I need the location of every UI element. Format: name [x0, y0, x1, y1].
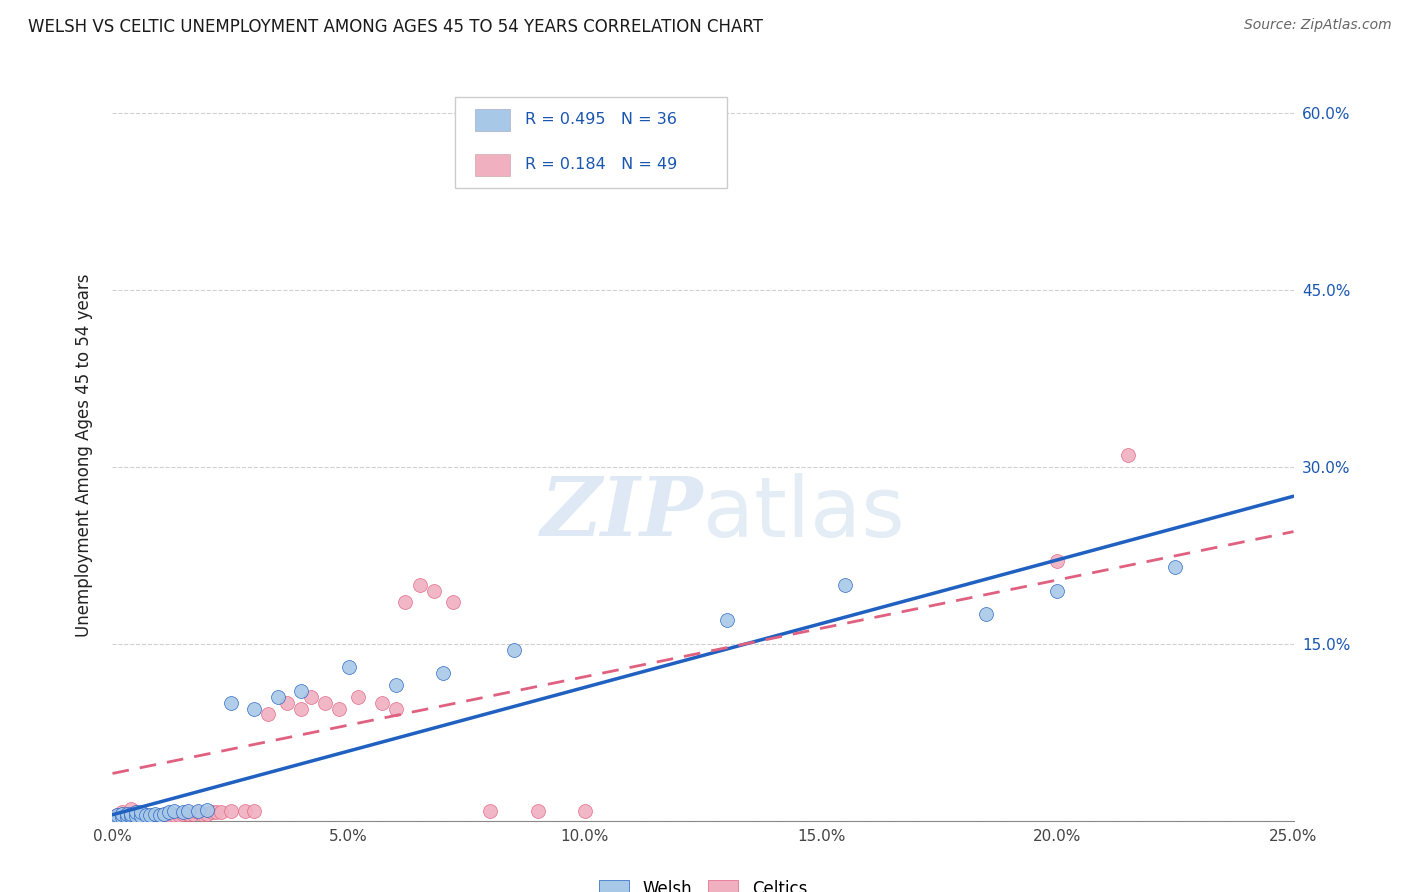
Point	[129, 805, 152, 820]
FancyBboxPatch shape	[456, 96, 727, 188]
Point	[111, 810, 134, 824]
Point	[125, 805, 148, 820]
Point	[129, 810, 152, 824]
Point	[219, 804, 242, 818]
Point	[139, 809, 162, 823]
Point	[125, 810, 148, 824]
Point	[1164, 560, 1187, 574]
Point	[209, 805, 232, 820]
Text: R = 0.495   N = 36: R = 0.495 N = 36	[524, 112, 676, 128]
Point	[111, 806, 134, 821]
Point	[191, 806, 214, 821]
Point	[243, 804, 266, 818]
Point	[143, 806, 166, 821]
Point	[394, 595, 416, 609]
Point	[177, 806, 200, 821]
Text: Source: ZipAtlas.com: Source: ZipAtlas.com	[1244, 18, 1392, 32]
Point	[385, 678, 408, 692]
Point	[125, 809, 148, 823]
Point	[195, 806, 218, 821]
Point	[115, 810, 138, 824]
Point	[181, 806, 204, 821]
Point	[143, 809, 166, 823]
Point	[172, 805, 194, 820]
Point	[479, 804, 502, 818]
Point	[115, 806, 138, 821]
FancyBboxPatch shape	[475, 109, 510, 131]
Point	[125, 805, 148, 820]
Point	[526, 804, 548, 818]
Point	[172, 806, 194, 821]
Point	[105, 810, 128, 824]
Point	[347, 690, 370, 704]
Point	[111, 805, 134, 820]
Text: ZIP: ZIP	[540, 474, 703, 553]
Point	[503, 642, 526, 657]
Point	[177, 804, 200, 818]
Point	[314, 696, 336, 710]
Point	[149, 807, 172, 822]
Point	[153, 806, 176, 821]
Point	[139, 807, 162, 822]
Point	[834, 577, 856, 591]
Point	[371, 696, 394, 710]
Point	[149, 809, 172, 823]
Point	[195, 803, 218, 817]
Point	[115, 806, 138, 821]
Point	[205, 805, 228, 820]
Point	[163, 807, 186, 822]
Y-axis label: Unemployment Among Ages 45 to 54 years: Unemployment Among Ages 45 to 54 years	[75, 273, 93, 637]
Point	[115, 810, 138, 824]
Point	[290, 684, 312, 698]
Text: WELSH VS CELTIC UNEMPLOYMENT AMONG AGES 45 TO 54 YEARS CORRELATION CHART: WELSH VS CELTIC UNEMPLOYMENT AMONG AGES …	[28, 18, 763, 36]
Point	[120, 802, 142, 816]
Point	[120, 810, 142, 824]
Point	[1046, 583, 1069, 598]
Point	[135, 809, 157, 823]
Point	[267, 690, 290, 704]
Point	[290, 701, 312, 715]
Point	[1116, 448, 1139, 462]
Point	[337, 660, 360, 674]
Point	[276, 696, 298, 710]
Text: atlas: atlas	[703, 473, 904, 554]
Point	[408, 577, 430, 591]
Point	[385, 701, 408, 715]
Point	[163, 804, 186, 818]
FancyBboxPatch shape	[475, 153, 510, 176]
Point	[422, 583, 444, 598]
Point	[201, 805, 224, 820]
Point	[167, 807, 190, 822]
Point	[432, 666, 454, 681]
Point	[186, 804, 208, 818]
Point	[105, 807, 128, 822]
Point	[243, 701, 266, 715]
Point	[157, 805, 180, 820]
Point	[120, 809, 142, 823]
Point	[105, 807, 128, 822]
Point	[1046, 554, 1069, 568]
Point	[328, 701, 350, 715]
Point	[574, 804, 596, 818]
Point	[153, 807, 176, 822]
Point	[186, 805, 208, 820]
Point	[257, 707, 280, 722]
Point	[129, 809, 152, 823]
Point	[111, 810, 134, 824]
Point	[299, 690, 322, 704]
Point	[105, 810, 128, 824]
Legend: Welsh, Celtics: Welsh, Celtics	[592, 873, 814, 892]
Point	[233, 804, 256, 818]
Point	[135, 807, 157, 822]
Text: R = 0.184   N = 49: R = 0.184 N = 49	[524, 157, 676, 172]
Point	[120, 806, 142, 821]
Point	[157, 807, 180, 822]
Point	[441, 595, 464, 609]
Point	[976, 607, 998, 622]
Point	[716, 613, 738, 627]
Point	[219, 696, 242, 710]
